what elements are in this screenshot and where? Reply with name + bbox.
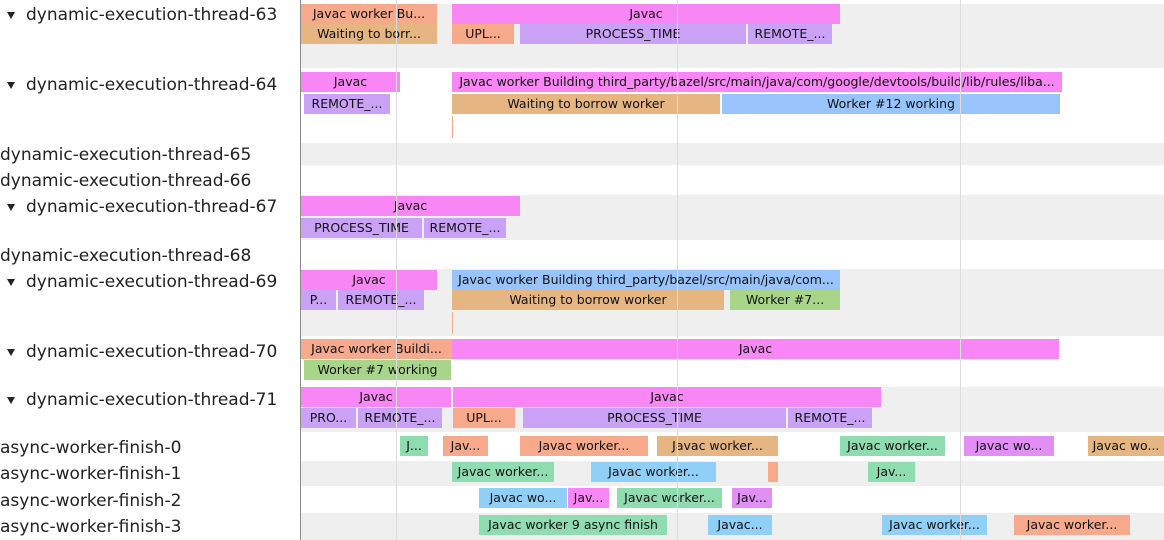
slice[interactable]: Worker #12 working — [722, 94, 1060, 114]
slice[interactable]: Javac worker... — [882, 515, 987, 535]
thread-label[interactable]: dynamic-execution-thread-69 — [26, 272, 278, 292]
slice[interactable]: Javac worker 9 async finish — [479, 515, 667, 535]
slice[interactable]: Javac — [301, 196, 520, 216]
slice[interactable]: Jav... — [568, 488, 609, 508]
slice[interactable]: Jav... — [868, 462, 915, 482]
slice[interactable]: PROCESS_TIME — [523, 408, 786, 428]
slice[interactable]: Javac worker Building third_party/bazel/… — [452, 270, 840, 290]
thread-label[interactable]: dynamic-execution-thread-63 — [26, 5, 278, 25]
slice[interactable]: Javac — [452, 339, 1059, 359]
track-row — [301, 143, 1164, 165]
thread-label: dynamic-execution-thread-68 — [0, 246, 252, 266]
slice[interactable]: Javac wo... — [964, 436, 1054, 456]
slice[interactable]: PROCESS_TIME — [520, 24, 746, 44]
slice[interactable]: Worker #7... — [730, 290, 840, 310]
expand-toggle[interactable] — [7, 279, 15, 286]
slice[interactable]: Jav... — [732, 488, 772, 508]
slice-marker — [452, 312, 453, 334]
slice[interactable]: Javac worker... — [657, 436, 778, 456]
slice[interactable]: Javac — [453, 387, 881, 407]
grid-line — [396, 0, 397, 540]
grid-line — [960, 0, 961, 540]
slice[interactable]: UPL... — [453, 408, 515, 428]
slice[interactable]: Javac worker Buildi... — [301, 339, 452, 359]
slice[interactable]: Javac wo... — [479, 488, 567, 508]
expand-toggle[interactable] — [7, 204, 15, 211]
slice[interactable]: Javac wo... — [1088, 436, 1164, 456]
thread-label[interactable]: dynamic-execution-thread-67 — [26, 197, 278, 217]
slice[interactable]: Waiting to borr... — [301, 24, 437, 44]
slice[interactable]: REMOTE_... — [304, 94, 390, 114]
slice[interactable]: P... — [301, 290, 336, 310]
slice[interactable]: Javac... — [708, 515, 772, 535]
slice[interactable]: Javac — [301, 72, 400, 92]
slice[interactable]: Worker #7 working — [304, 360, 451, 380]
slice[interactable]: REMOTE_... — [338, 290, 424, 310]
expand-toggle[interactable] — [7, 82, 15, 89]
thread-label: async-worker-finish-0 — [0, 438, 182, 458]
slice[interactable] — [768, 462, 778, 482]
slice[interactable]: Javac worker... — [840, 436, 945, 456]
expand-toggle[interactable] — [7, 349, 15, 356]
thread-label[interactable]: dynamic-execution-thread-71 — [26, 390, 278, 410]
thread-label: async-worker-finish-1 — [0, 464, 182, 484]
slice-marker — [452, 116, 453, 138]
thread-label[interactable]: dynamic-execution-thread-64 — [26, 75, 278, 95]
slice[interactable]: Javac worker Bu... — [301, 4, 437, 24]
slice[interactable]: REMOTE_... — [424, 218, 506, 238]
track-row — [301, 461, 1164, 486]
thread-label: dynamic-execution-thread-66 — [0, 171, 252, 191]
thread-label: async-worker-finish-3 — [0, 517, 182, 537]
slice[interactable]: REMOTE_... — [748, 24, 832, 44]
slice[interactable]: Javac — [301, 270, 437, 290]
slice[interactable]: Javac worker... — [617, 488, 722, 508]
grid-line — [677, 0, 678, 540]
slice[interactable]: Jav... — [443, 436, 488, 456]
slice[interactable]: J... — [400, 436, 428, 456]
slice[interactable]: Waiting to borrow worker — [452, 94, 720, 114]
slice[interactable]: PROCESS_TIME — [301, 218, 422, 238]
expand-toggle[interactable] — [7, 12, 15, 19]
thread-label: dynamic-execution-thread-65 — [0, 145, 252, 165]
slice[interactable]: Javac — [452, 4, 840, 24]
slice[interactable]: REMOTE_... — [358, 408, 442, 428]
expand-toggle[interactable] — [7, 397, 15, 404]
slice[interactable]: Javac worker... — [591, 462, 716, 482]
slice[interactable]: Waiting to borrow worker — [452, 290, 724, 310]
thread-label: async-worker-finish-2 — [0, 491, 182, 511]
slice[interactable]: Javac worker Building third_party/bazel/… — [452, 72, 1062, 92]
slice[interactable]: Javac worker... — [520, 436, 648, 456]
slice[interactable]: UPL... — [452, 24, 514, 44]
slice[interactable]: Javac worker... — [452, 462, 554, 482]
slice[interactable]: Javac worker... — [1014, 515, 1130, 535]
slice[interactable]: Javac — [301, 387, 451, 407]
panel-divider — [300, 0, 301, 540]
slice[interactable]: PRO... — [301, 408, 356, 428]
slice[interactable]: REMOTE_... — [788, 408, 872, 428]
thread-label[interactable]: dynamic-execution-thread-70 — [26, 342, 278, 362]
